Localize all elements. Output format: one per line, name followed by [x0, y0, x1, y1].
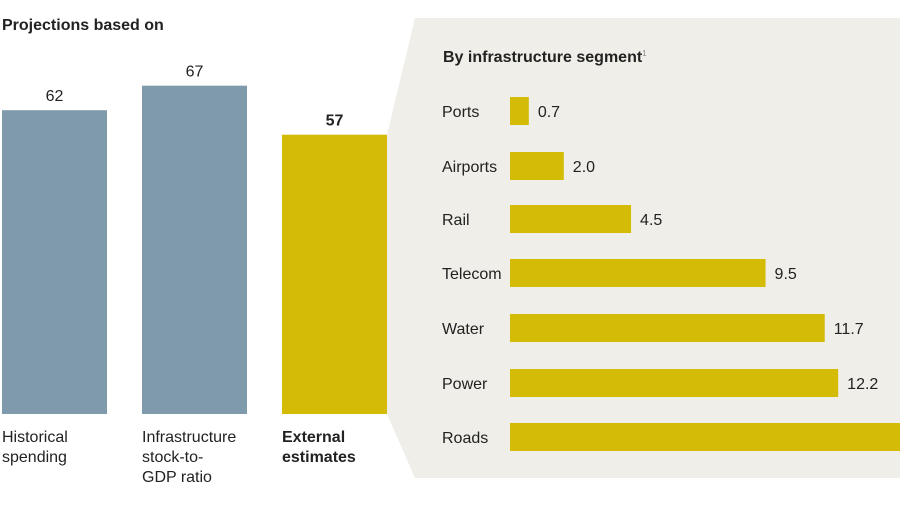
segment-value-label: 0.7 [538, 104, 560, 121]
bar-2 [282, 134, 387, 414]
segment-label: Telecom [442, 266, 502, 283]
left-chart-title: Projections based on [2, 17, 164, 34]
segment-value-label: 4.5 [640, 212, 662, 229]
segment-bar-ports [510, 97, 529, 125]
category-label: External estimates [282, 429, 356, 466]
segment-bar-rail [510, 205, 632, 233]
right-chart-title: By infrastructure segment1 [443, 49, 647, 66]
segment-label: Water [442, 321, 485, 338]
segment-value-label: 9.5 [775, 266, 797, 283]
bar-value-label: 67 [186, 64, 204, 81]
bar-value-label: 57 [326, 113, 344, 130]
segment-label: Rail [442, 212, 470, 229]
segment-value-label: 12.2 [847, 376, 878, 393]
category-label: Historical spending [2, 429, 68, 466]
segment-value-label: 11.7 [834, 321, 864, 338]
segment-value-label: 2.0 [573, 159, 595, 176]
bar-1 [142, 85, 247, 414]
segment-bar-water [510, 314, 825, 342]
segment-label: Roads [442, 430, 488, 447]
breakdown-panel [387, 18, 900, 478]
segment-label: Airports [442, 159, 497, 176]
bar-value-label: 62 [46, 88, 64, 105]
segment-label: Power [442, 376, 488, 393]
category-label: Infrastructure stock-to-GDP ratio [142, 429, 236, 486]
segment-label: Ports [442, 104, 479, 121]
segment-bar-telecom [510, 259, 766, 287]
segment-bar-roads [510, 423, 900, 451]
segment-bar-power [510, 369, 839, 397]
segment-bar-airports [510, 152, 564, 180]
footnote-marker: 1 [642, 49, 647, 58]
bar-0 [2, 110, 107, 414]
